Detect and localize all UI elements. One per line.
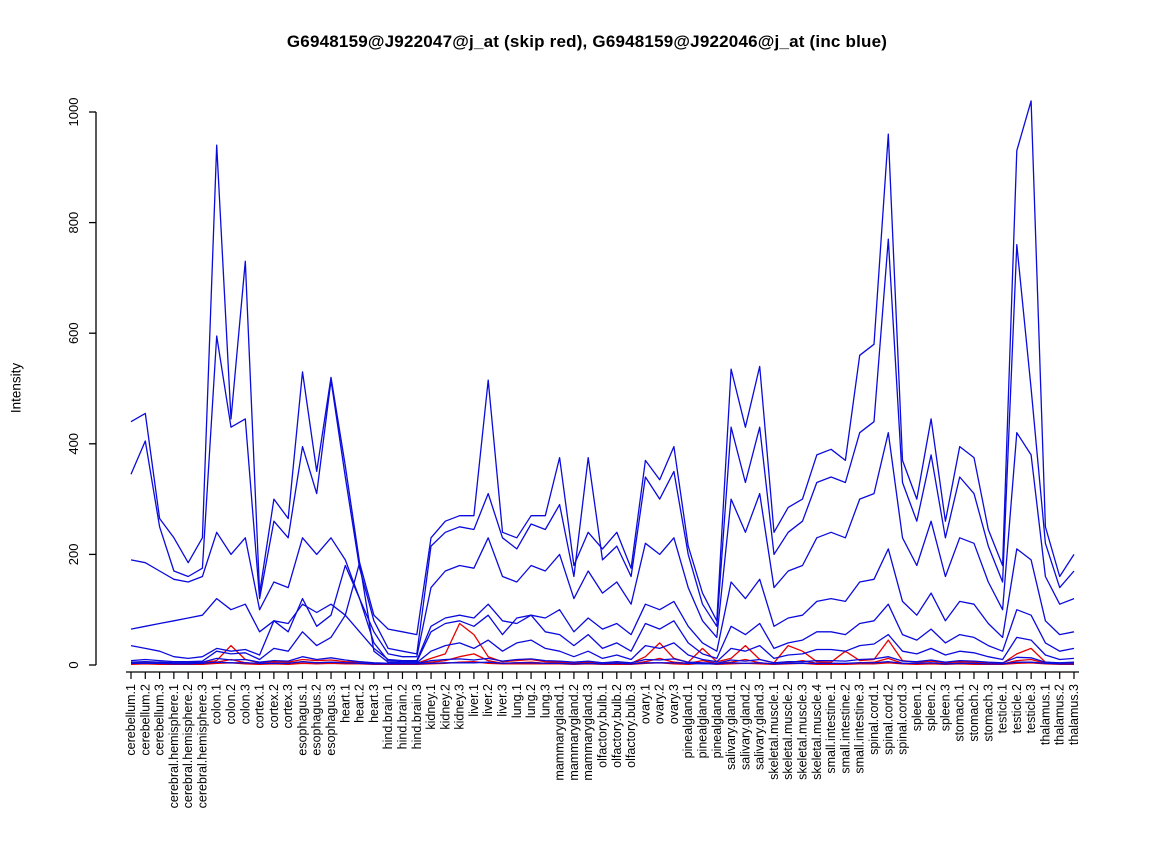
x-tick-label: mammarygland.3: [581, 684, 595, 781]
x-tick-label: hind.brain.2: [395, 684, 409, 749]
x-tick-label: skeletal.muscle.4: [810, 684, 824, 780]
x-tick-label: skeletal.muscle.1: [767, 684, 781, 780]
x-tick-label: cerebral.hemisphere.2: [181, 684, 195, 808]
x-tick-label: testicle.1: [996, 684, 1010, 733]
x-tick-label: esophagus.2: [310, 684, 324, 756]
x-tick-label: thalamus.3: [1067, 684, 1081, 745]
x-tick-label: heart.2: [353, 684, 367, 723]
x-tick-label: spinal.cord.2: [881, 684, 895, 755]
chart-title: G6948159@J922047@j_at (skip red), G69481…: [286, 32, 888, 51]
x-tick-label: olfactory.bulb.1: [596, 684, 610, 768]
x-tick-label: spleen.3: [938, 684, 952, 731]
y-tick-label: 800: [66, 212, 81, 234]
y-tick-label: 1000: [66, 98, 81, 127]
x-tick-label: kidney.2: [438, 684, 452, 730]
x-tick-label: lung.2: [524, 684, 538, 718]
x-tick-label: cerebellum.3: [153, 684, 167, 756]
x-tick-label: hind.brain.1: [381, 684, 395, 749]
x-tick-label: cerebral.hemisphere.3: [195, 684, 209, 808]
x-tick-label: skeletal.muscle.3: [796, 684, 810, 780]
y-tick-label: 200: [66, 544, 81, 566]
series-line-inc.probe.1: [130, 100, 1075, 636]
x-tick-label: mammarygland.2: [567, 684, 581, 781]
x-tick-label: spleen.1: [910, 684, 924, 731]
x-tick-label: spinal.cord.1: [867, 684, 881, 755]
series-line-inc.probe.6: [130, 562, 1075, 664]
x-tick-label: skeletal.muscle.2: [781, 684, 795, 780]
x-tick-label: ovary.1: [638, 684, 652, 724]
x-tick-label: liver.1: [467, 684, 481, 717]
x-tick-label: kidney.3: [453, 684, 467, 730]
x-tick-label: pinealgland.1: [681, 684, 695, 758]
series-line-inc.probe.4: [130, 548, 1075, 662]
x-tick-label: ovary.3: [667, 684, 681, 724]
x-tick-label: olfactory.bulb.2: [610, 684, 624, 768]
x-tick-label: stomach.2: [967, 684, 981, 742]
series-line-inc.probe.5: [130, 564, 1075, 663]
x-tick-label: liver.3: [495, 684, 509, 717]
x-tick-label: lung.3: [538, 684, 552, 718]
x-tick-label: mammarygland.1: [553, 684, 567, 781]
x-tick-label: cerebellum.2: [138, 684, 152, 756]
x-tick-label: salivary.gland.1: [724, 684, 738, 770]
x-tick-label: spinal.cord.3: [896, 684, 910, 755]
x-tick-label: colon.1: [210, 684, 224, 724]
series-line-inc.probe.8: [131, 661, 1074, 665]
y-tick-label: 400: [66, 433, 81, 455]
x-tick-label: esophagus.1: [295, 684, 309, 756]
x-tick-label: thalamus.1: [1038, 684, 1052, 745]
x-tick-label: salivary.gland.3: [753, 684, 767, 770]
x-tick-label: testicle.2: [1010, 684, 1024, 733]
x-tick-label: colon.3: [238, 684, 252, 724]
x-tick-label: pinealgland.3: [710, 684, 724, 758]
series-line-inc.probe.7: [130, 656, 1075, 664]
x-tick-label: stomach.3: [981, 684, 995, 742]
x-tick-label: hind.brain.3: [410, 684, 424, 749]
x-tick-label: kidney.1: [424, 684, 438, 730]
x-tick-label: pinealgland.2: [696, 684, 710, 758]
x-tick-label: small.intestine.2: [838, 684, 852, 774]
x-tick-label: ovary.2: [653, 684, 667, 724]
x-tick-label: colon.2: [224, 684, 238, 724]
x-tick-label: lung.1: [510, 684, 524, 718]
x-tick-label: heart.3: [367, 684, 381, 723]
x-tick-label: cerebral.hemisphere.1: [167, 684, 181, 808]
x-tick-label: heart.1: [338, 684, 352, 723]
x-tick-label: spleen.2: [924, 684, 938, 731]
x-tick-label: cerebellum.1: [124, 684, 138, 756]
x-tick-label: cortex.3: [281, 684, 295, 729]
series-line-inc.probe.3: [130, 432, 1075, 658]
x-tick-label: olfactory.bulb.3: [624, 684, 638, 768]
x-tick-label: cortex.1: [253, 684, 267, 729]
x-tick-label: small.intestine.3: [853, 684, 867, 774]
y-tick-label: 600: [66, 322, 81, 344]
x-tick-label: esophagus.3: [324, 684, 338, 756]
series-line-inc.probe.2: [130, 238, 1075, 655]
x-tick-label: thalamus.2: [1053, 684, 1067, 745]
y-tick-label: 0: [66, 661, 81, 668]
x-tick-label: salivary.gland.2: [738, 684, 752, 770]
x-tick-label: testicle.3: [1024, 684, 1038, 733]
x-tick-label: small.intestine.1: [824, 684, 838, 774]
x-tick-label: stomach.1: [953, 684, 967, 742]
x-tick-label: cortex.2: [267, 684, 281, 729]
x-tick-label: liver.2: [481, 684, 495, 717]
